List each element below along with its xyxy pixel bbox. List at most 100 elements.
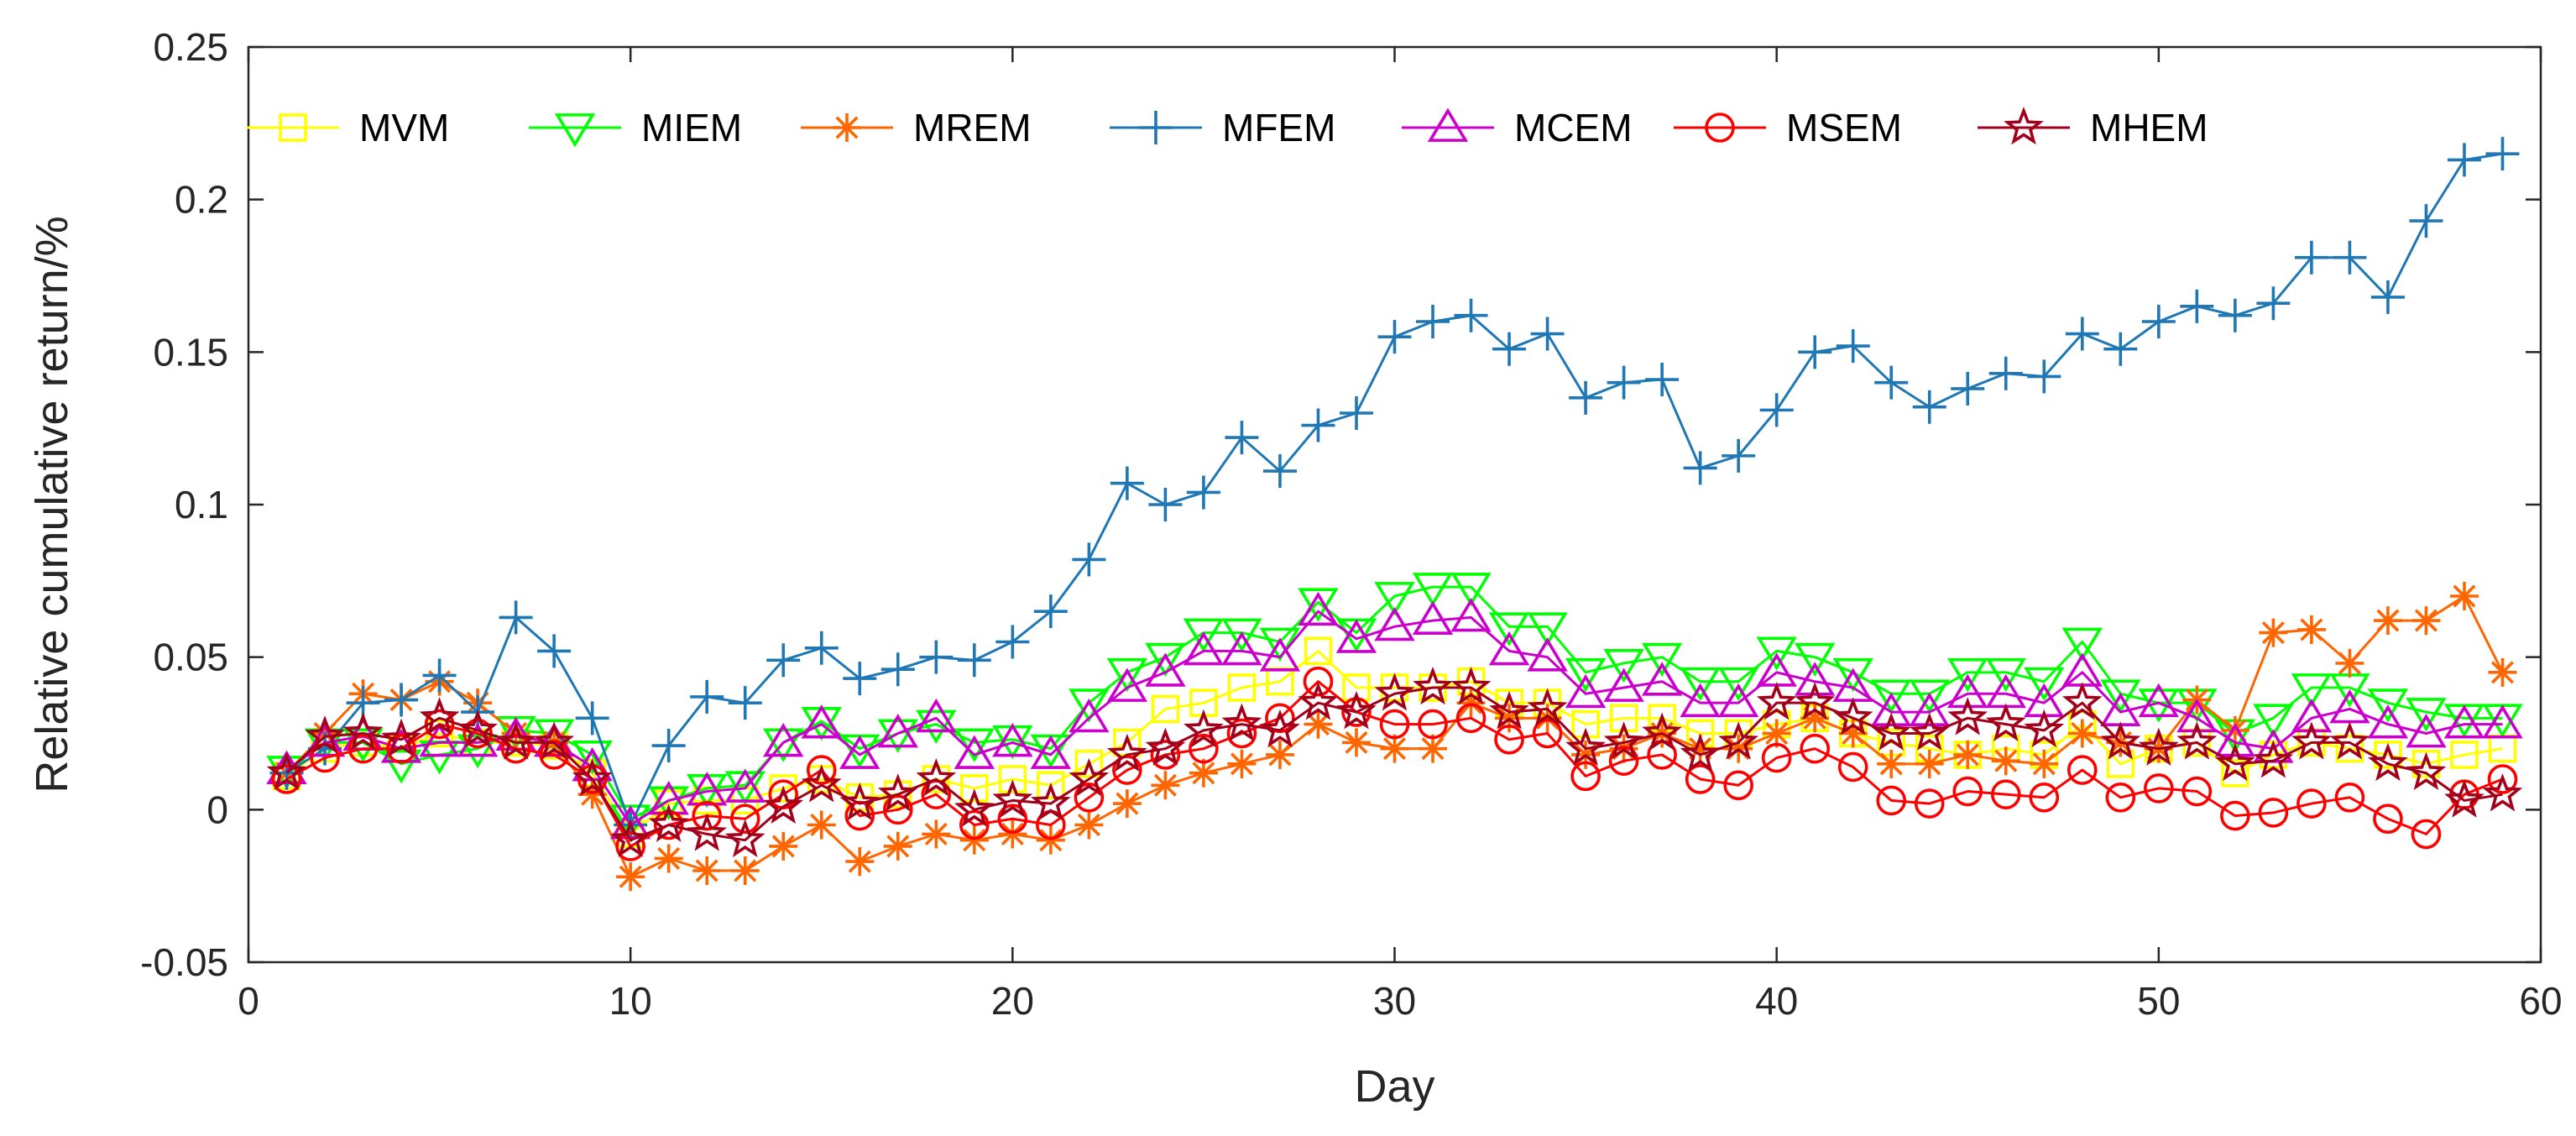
data-point-mfem	[1148, 488, 1183, 521]
data-point-msem	[1379, 709, 1410, 740]
data-point-mrem	[807, 810, 836, 840]
data-point-mfem	[2294, 240, 2328, 275]
data-point-mfem	[804, 631, 839, 665]
legend-entry-mcem: MCEM	[1402, 106, 1633, 149]
data-point-mcem	[992, 722, 1033, 757]
data-point-mrem	[2449, 582, 2479, 610]
y-tick-label: 0.15	[153, 330, 228, 374]
data-point-mfem	[1988, 356, 2023, 390]
data-point-mrem	[501, 719, 530, 748]
data-point-msem	[1189, 733, 1219, 764]
data-point-mfem	[2333, 240, 2367, 275]
data-point-miem	[1221, 618, 1262, 653]
data-point-miem	[2253, 704, 2294, 738]
data-point-msem	[1112, 755, 1142, 785]
data-point-mfem	[880, 652, 915, 687]
data-point-mrem	[616, 862, 645, 892]
data-point-mhem	[1031, 783, 1071, 821]
data-point-miem	[1795, 642, 1836, 678]
data-point-mcem	[1374, 606, 1415, 641]
data-point-miem	[2291, 673, 2333, 708]
data-point-mfem	[1912, 390, 1946, 424]
data-point-msem	[1723, 770, 1753, 801]
data-point-mhem	[2482, 773, 2523, 812]
data-point-msem	[2373, 804, 2403, 835]
data-point-msem	[959, 809, 990, 840]
data-point-mcem	[2214, 722, 2256, 757]
data-point-mcem	[1221, 631, 1262, 666]
data-point-mrem	[769, 831, 798, 861]
y-tick-label: 0.2	[175, 178, 228, 222]
data-point-msem	[882, 794, 913, 825]
data-point-mhem	[1947, 697, 1988, 736]
data-point-msem	[386, 733, 416, 764]
data-point-mrem	[2335, 648, 2364, 678]
data-point-mvm	[1571, 709, 1600, 739]
data-point-mrem	[2296, 615, 2326, 644]
data-point-mhem	[305, 715, 345, 754]
data-point-mhem	[266, 751, 307, 791]
data-point-msem	[1837, 751, 1868, 783]
data-point-msem	[921, 779, 952, 809]
data-point-mcem	[801, 704, 842, 739]
data-point-msem	[1990, 779, 2021, 809]
data-point-miem	[1947, 657, 1988, 693]
data-point-msem	[500, 733, 531, 764]
data-point-mhem	[839, 783, 880, 821]
data-point-mrem	[2220, 715, 2249, 745]
data-point-msem	[1494, 724, 1524, 755]
legend-entry-mfem: MFEM	[1110, 106, 1335, 149]
data-point-mcem	[877, 714, 918, 748]
data-point-mhem	[1069, 757, 1110, 797]
data-point-miem	[1106, 657, 1148, 693]
data-point-mhem	[1871, 712, 1912, 751]
data-point-mcem	[1527, 637, 1568, 672]
data-point-mfem	[843, 662, 877, 696]
data-point-mcem	[1069, 698, 1110, 733]
data-point-mrem	[2259, 618, 2288, 647]
data-point-mcem	[1947, 673, 1988, 709]
data-point-mfem	[1530, 317, 1565, 351]
data-point-mhem	[534, 721, 574, 760]
data-point-msem	[1914, 788, 1945, 819]
data-point-miem	[2406, 698, 2447, 732]
data-point-mvm	[2411, 750, 2441, 778]
data-point-mvm	[960, 774, 989, 803]
legend-label-miem: MIEM	[641, 106, 742, 149]
data-point-mcem	[724, 768, 765, 803]
data-point-mvm	[1304, 636, 1333, 666]
data-point-mhem	[1413, 666, 1453, 705]
legend-entry-msem: MSEM	[1674, 106, 1902, 149]
data-point-mhem	[2291, 721, 2332, 760]
data-point-mhem	[1298, 682, 1339, 720]
data-point-mhem	[342, 712, 384, 751]
data-point-mhem	[648, 804, 689, 842]
data-point-mcem	[1335, 619, 1377, 653]
data-point-mhem	[2444, 779, 2485, 818]
data-point-mhem	[572, 757, 613, 797]
data-point-mcem	[839, 735, 880, 769]
data-point-miem	[1374, 582, 1415, 616]
series-mhem	[266, 666, 2523, 857]
data-point-mhem	[2329, 721, 2370, 760]
data-point-msem	[2334, 782, 2365, 813]
data-point-mcem	[2406, 714, 2447, 748]
series-layer	[266, 137, 2523, 892]
data-point-mvm	[1074, 750, 1104, 778]
data-point-mcem	[1603, 667, 1644, 702]
data-point-msem	[2220, 800, 2250, 831]
data-point-mfem	[1607, 365, 1641, 400]
data-point-miem	[2024, 667, 2065, 702]
legend: MVM MIEM MREM MFEM MCEM MSEM MHEM	[247, 106, 2208, 149]
data-point-mfem	[728, 686, 762, 720]
data-point-mrem	[2030, 749, 2059, 778]
legend-swatch-marker-mvm	[279, 113, 307, 142]
data-point-mrem	[959, 825, 989, 855]
data-point-mcem	[1259, 637, 1301, 672]
data-point-mfem	[2485, 137, 2520, 171]
data-point-mfem	[1454, 298, 1488, 332]
data-point-mcem	[1795, 662, 1836, 696]
data-point-msem	[2487, 764, 2518, 794]
